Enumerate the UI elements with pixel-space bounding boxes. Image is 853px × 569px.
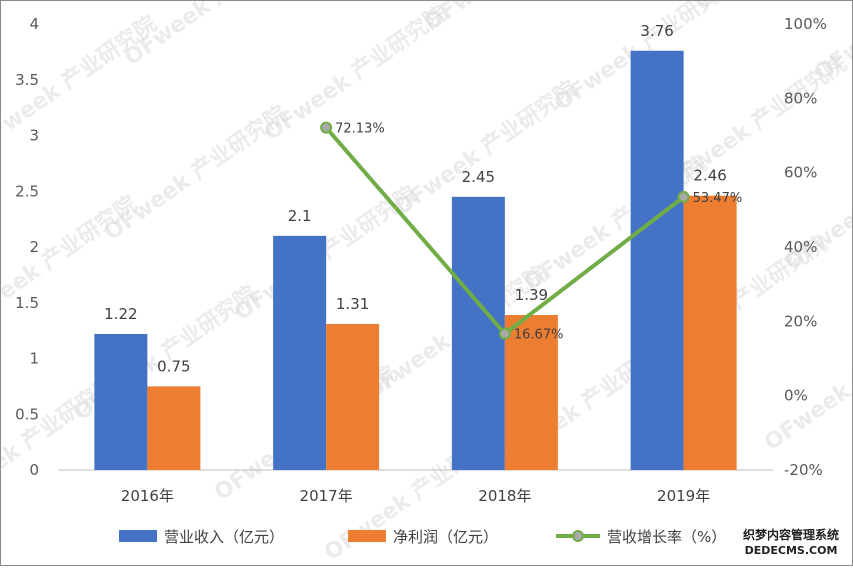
legend-net-profit-swatch (348, 530, 386, 542)
y-left-tick-label: 1 (29, 350, 39, 368)
corner-logo-line1: 织梦内容管理系统 (742, 528, 839, 542)
y-right-tick-label: 40% (784, 238, 817, 256)
growth-rate-point (320, 121, 333, 134)
growth-rate-data-label: 72.13% (335, 122, 385, 137)
legend: 营业收入（亿元） 净利润（亿元） 营收增长率（%） (119, 528, 726, 546)
watermark-text: OFweek 产业研究院 (100, 101, 292, 246)
y-left-tick-label: 2 (29, 238, 39, 256)
y-left-tick-label: 3.5 (15, 71, 39, 89)
y-right-tick-label: 80% (784, 89, 817, 107)
legend-growth-rate-label: 营收增长率（%） (607, 528, 726, 546)
net-profit-bar (326, 323, 380, 470)
revenue-bar (273, 235, 327, 470)
revenue-data-label: 3.76 (640, 22, 673, 40)
net-profit-data-label: 2.46 (693, 167, 726, 185)
y-left-tick-label: 4 (29, 15, 39, 33)
growth-rate-data-label: 16.67% (514, 328, 564, 343)
x-tick-label: 2018年 (478, 487, 531, 505)
legend-revenue-label: 营业收入（亿元） (164, 528, 284, 546)
y-left-tick-label: 0.5 (15, 405, 39, 423)
revenue-data-label: 2.1 (288, 207, 312, 225)
net-profit-bar (504, 315, 558, 470)
x-tick-label: 2019年 (657, 487, 710, 505)
watermark-text: OFweek 产业研究院 (760, 311, 852, 456)
revenue-data-label: 1.22 (104, 305, 137, 323)
y-right-tick-label: 0% (784, 387, 808, 405)
legend-revenue-swatch (119, 530, 157, 542)
net-profit-data-label: 1.31 (336, 295, 369, 313)
revenue-bar (630, 50, 684, 470)
y-left-tick-label: 3 (29, 127, 39, 145)
legend-net-profit-label: 净利润（亿元） (393, 528, 498, 546)
revenue-bar (94, 333, 148, 470)
growth-line (320, 121, 690, 340)
y-right-tick-label: 100% (784, 15, 827, 33)
corner-logo: 织梦内容管理系统 DEDECMS.COM (736, 524, 846, 562)
revenue-bar (451, 196, 505, 470)
legend-growth-rate-marker (572, 530, 584, 542)
y-left-tick-label: 1.5 (15, 294, 39, 312)
net-profit-data-label: 1.39 (515, 286, 548, 304)
y-right-tick-label: 20% (784, 312, 817, 330)
growth-rate-point (677, 190, 690, 203)
net-profit-bar (683, 195, 737, 470)
growth-rate-point (498, 327, 511, 340)
revenue-data-label: 2.45 (462, 168, 495, 186)
y-right-tick-label: -20% (784, 461, 823, 479)
y-right-tick-label: 60% (784, 164, 817, 182)
y-left-tick-label: 2.5 (15, 182, 39, 200)
corner-logo-line2: DEDECMS.COM (744, 544, 838, 557)
net-profit-data-label: 0.75 (157, 357, 190, 375)
x-tick-label: 2017年 (300, 487, 353, 505)
bars (94, 50, 737, 470)
x-tick-label: 2016年 (121, 487, 174, 505)
net-profit-bar (147, 386, 201, 470)
growth-rate-data-label: 53.47% (693, 191, 743, 206)
data-labels: 1.22 2.1 2.45 3.76 0.75 1.31 1.39 2.46 72.13% 16.… (104, 22, 742, 376)
y-left-tick-label: 0 (29, 461, 39, 479)
